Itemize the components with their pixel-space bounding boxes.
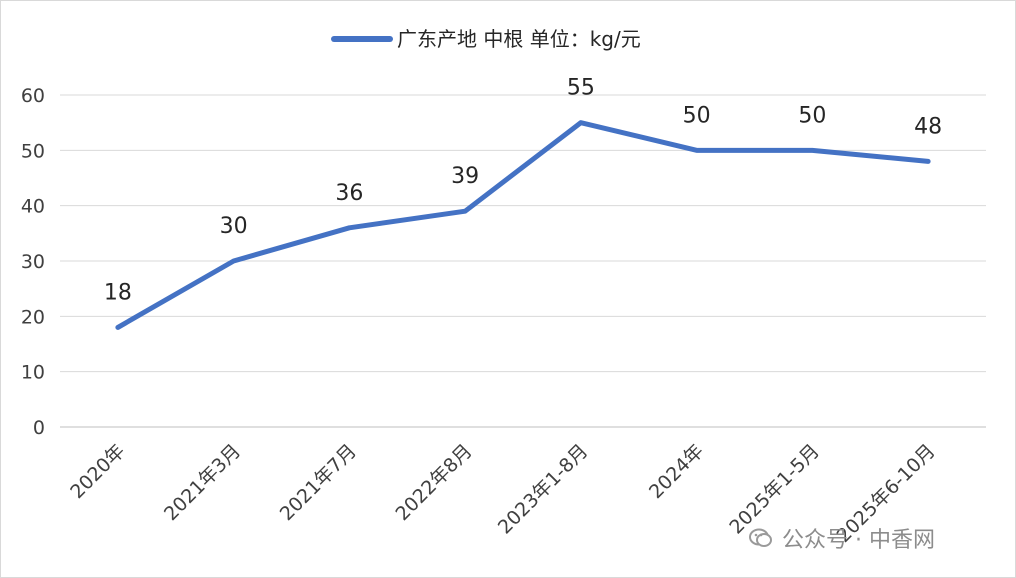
data-label: 50 — [683, 103, 711, 128]
data-label: 36 — [335, 181, 363, 206]
series-layer — [115, 120, 931, 330]
x-tick-label: 2020年 — [66, 440, 129, 503]
gridlines — [60, 94, 986, 428]
watermark-text: 公众号 · 中香网 — [782, 528, 935, 553]
y-tick-label: 0 — [33, 417, 45, 439]
x-tick-label: 2021年3月 — [160, 440, 245, 525]
data-label: 18 — [104, 280, 132, 305]
legend: 广东产地 中根 单位：kg/元 — [331, 27, 641, 51]
x-tick-label: 2023年1-8月 — [494, 440, 593, 539]
x-tick-label: 2021年7月 — [276, 440, 361, 525]
x-tick-label: 2024年 — [645, 440, 708, 503]
series-line — [115, 120, 931, 330]
y-tick-label: 20 — [21, 306, 45, 328]
data-label: 55 — [567, 76, 595, 101]
data-label: 48 — [914, 114, 942, 139]
y-tick-label: 40 — [21, 196, 45, 218]
wechat-icon — [749, 528, 772, 547]
y-tick-label: 50 — [21, 140, 45, 162]
data-labels: 18 30 36 39 55 50 50 48 — [104, 76, 942, 306]
y-tick-label: 60 — [21, 85, 45, 107]
legend-label: 广东产地 中根 单位：kg/元 — [397, 27, 641, 51]
x-tick-label: 2022年8月 — [391, 440, 476, 525]
y-tick-label: 30 — [21, 251, 45, 273]
data-label: 39 — [451, 164, 479, 189]
y-tick-label: 10 — [21, 362, 45, 384]
data-label: 50 — [798, 103, 826, 128]
data-label: 30 — [220, 214, 248, 239]
watermark: 公众号 · 中香网 — [748, 521, 998, 555]
y-axis: 0 10 20 30 40 50 60 — [21, 85, 45, 439]
